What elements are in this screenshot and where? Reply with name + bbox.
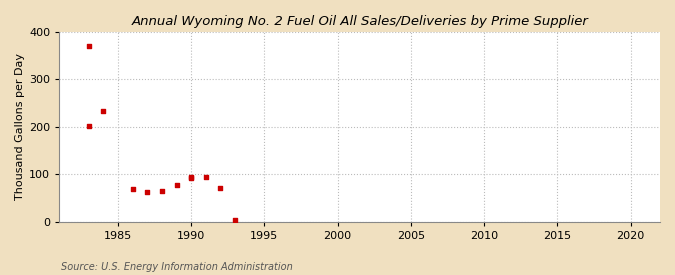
Point [98, 109, 109, 113]
Point [200, 174, 211, 179]
Point [230, 218, 240, 222]
Point [142, 190, 153, 194]
Point [186, 175, 196, 180]
Text: Source: U.S. Energy Information Administration: Source: U.S. Energy Information Administ… [61, 262, 292, 272]
Point [83, 44, 94, 48]
Point [127, 186, 138, 191]
Point [215, 185, 226, 190]
Point [186, 174, 196, 179]
Point [171, 183, 182, 187]
Y-axis label: Thousand Gallons per Day: Thousand Gallons per Day [15, 53, 25, 200]
Title: Annual Wyoming No. 2 Fuel Oil All Sales/Deliveries by Prime Supplier: Annual Wyoming No. 2 Fuel Oil All Sales/… [131, 15, 588, 28]
Point [83, 124, 94, 128]
Point [157, 189, 167, 193]
